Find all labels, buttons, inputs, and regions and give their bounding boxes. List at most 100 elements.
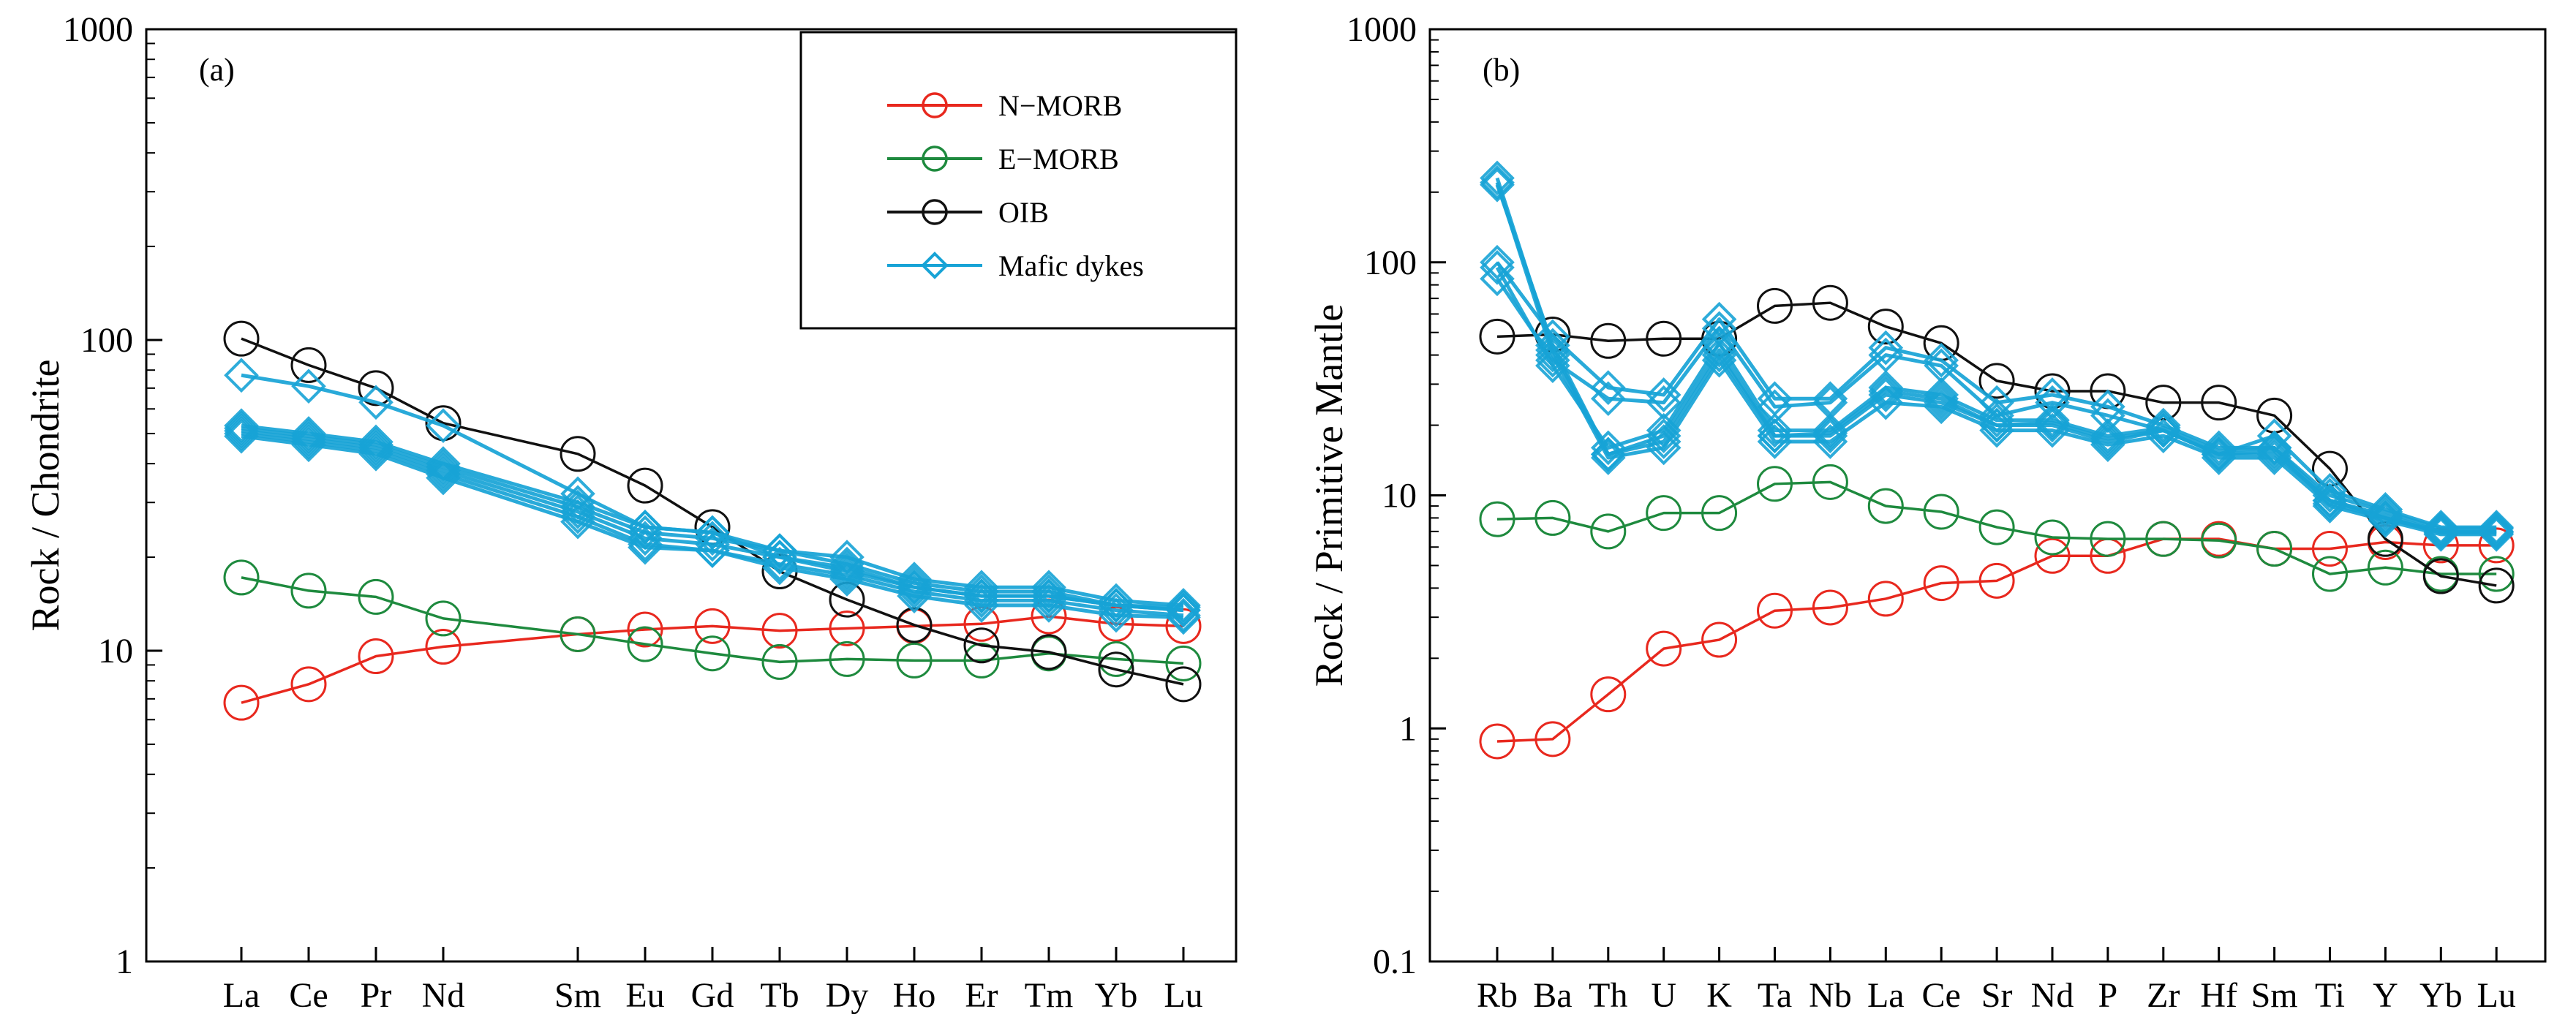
series-line-mafic-dyke-6 (1495, 184, 2497, 535)
data-point-mafic-dyke-6-la (224, 418, 259, 454)
data-point-e-morb-th (1590, 513, 1627, 550)
data-point-mafic-dyke-5-p (2090, 418, 2125, 453)
y-tick-label: 1 (116, 942, 133, 981)
series-line-n-morb (1496, 537, 2497, 743)
data-point-e-morb-u (1646, 495, 1682, 532)
x-tick-label-tb: Tb (760, 976, 799, 1015)
x-tick-label-sm: Sm (2251, 976, 2298, 1015)
data-point-oib-yb (2422, 558, 2459, 594)
data-point-mafic-dyke-4-u (1646, 385, 1681, 420)
legend-marker-circle (922, 145, 948, 172)
data-point-e-morb-y (2367, 549, 2403, 586)
data-point-mafic-dyke-5-gd (695, 526, 730, 562)
data-point-mafic-dyke-6-k (1701, 333, 1737, 368)
data-point-e-morb-lu (2478, 556, 2515, 592)
data-point-mafic-dyke-5-dy (829, 550, 865, 586)
data-point-mafic-dyke-5-y (2368, 498, 2403, 533)
data-point-mafic-dyke-3-rb (1480, 244, 1515, 280)
x-tick-label-nb: Nb (1809, 976, 1852, 1015)
data-point-e-morb-rb (1479, 501, 1515, 537)
data-point-oib-tm (1031, 634, 1067, 670)
data-point-e-morb-la (1867, 488, 1904, 524)
data-point-e-morb-er (963, 642, 1000, 679)
series-mafic-dyke-6 (1480, 167, 2515, 551)
x-tick-label-er: Er (965, 976, 998, 1015)
x-tick-label-u: U (1651, 976, 1676, 1015)
data-point-mafic-dyke-1-rb (1480, 160, 1515, 196)
data-point-mafic-dyke-6-eu (628, 529, 663, 565)
data-point-mafic-dyke-6-gd (695, 533, 730, 568)
data-point-mafic-dyke-4-ti (2312, 472, 2348, 508)
x-tick-label-ce: Ce (289, 976, 328, 1015)
data-point-mafic-dyke-3-zr (2145, 407, 2181, 443)
data-point-mafic-dyke-4-yb (2423, 510, 2459, 545)
data-point-mafic-dyke-6-ba (1535, 328, 1570, 363)
data-point-mafic-dyke-6-er (964, 588, 999, 623)
y-tick-label: 100 (1364, 243, 1417, 282)
data-point-mafic-dyke-6-lu (2479, 515, 2515, 551)
data-point-e-morb-nb (1812, 464, 1848, 500)
data-point-n-morb-nd (2034, 537, 2071, 574)
data-point-mafic-dyke-5-la (1868, 370, 1904, 405)
data-point-n-morb-rb (1479, 723, 1515, 760)
data-point-e-morb-k (1701, 495, 1738, 532)
data-point-mafic-dyke-5-ta (1757, 412, 1793, 448)
data-point-n-morb-th (1590, 676, 1627, 713)
data-point-mafic-dyke-5-hf (2201, 434, 2237, 469)
data-point-e-morb-la (223, 559, 260, 596)
data-point-mafic-dyke-5-tb (762, 540, 797, 575)
data-point-mafic-dyke-6-sm (2256, 434, 2292, 469)
x-tick-label-dy: Dy (826, 976, 869, 1015)
data-point-mafic-dyke-5-nd (2035, 402, 2070, 438)
data-point-n-morb-nb (1812, 589, 1848, 626)
data-point-mafic-dyke-5-pr (358, 430, 393, 466)
x-tick-label-hf: Hf (2200, 976, 2237, 1015)
panel-label: (a) (199, 52, 235, 88)
y-tick-label: 10 (1382, 477, 1417, 515)
x-tick-label-sm: Sm (554, 976, 601, 1015)
data-point-e-morb-ce (1923, 494, 1959, 530)
x-tick-label-pr: Pr (361, 976, 392, 1015)
data-point-mafic-dyke-5-nd (426, 453, 461, 488)
x-tick-label-yb: Yb (2419, 976, 2463, 1015)
data-point-mafic-dyke-6-sm (560, 504, 595, 540)
x-tick-label-gd: Gd (691, 976, 734, 1015)
data-point-e-morb-yb (1098, 640, 1134, 677)
x-tick-label-ti: Ti (2315, 976, 2345, 1015)
data-point-mafic-dyke-6-ti (2312, 486, 2348, 521)
data-point-e-morb-zr (2145, 521, 2182, 557)
x-tick-label-sr: Sr (1981, 976, 2013, 1015)
data-point-mafic-dyke-6-tm (1031, 588, 1066, 623)
x-tick-label-yb: Yb (1095, 976, 1138, 1015)
data-point-mafic-dyke-2-la (224, 410, 259, 446)
data-point-oib-ce (290, 347, 327, 383)
data-point-e-morb-dy (829, 640, 865, 677)
data-point-mafic-dyke-6-zr (2145, 412, 2181, 448)
data-point-mafic-dyke-4-ce (291, 416, 326, 451)
data-point-mafic-dyke-6-lu (1166, 600, 1201, 635)
data-point-mafic-dyke-6-p (2090, 421, 2125, 456)
data-point-n-morb-ce (290, 666, 327, 703)
data-point-mafic-dyke-5-rb (1480, 250, 1515, 285)
series-mafic-dyke-5 (1480, 250, 2515, 549)
data-point-mafic-dyke-6-ce (291, 427, 326, 463)
data-point-n-morb-ta (1757, 592, 1793, 629)
data-point-oib-la (223, 320, 260, 357)
y-tick-label: 1000 (63, 10, 133, 49)
data-point-mafic-dyke-4-sr (1979, 398, 2014, 434)
data-point-mafic-dyke-5-lu (1166, 589, 1201, 625)
y-axis-title: Rock / Chondrite (23, 360, 67, 632)
data-point-mafic-dyke-3-hf (2201, 430, 2237, 466)
x-tick-label-y: Y (2373, 976, 2398, 1015)
data-point-mafic-dyke-6-nb (1812, 415, 1848, 451)
x-tick-label-lu: Lu (1164, 976, 1202, 1015)
data-point-mafic-dyke-6-yb (2423, 515, 2459, 551)
data-point-e-morb-hf (2201, 522, 2237, 559)
data-point-mafic-dyke-6-y (2368, 500, 2403, 536)
series-e-morb (1479, 464, 2515, 592)
data-point-mafic-dyke-5-la (224, 413, 259, 449)
data-point-mafic-dyke-5-sm (2256, 430, 2292, 466)
data-point-e-morb-ce (290, 572, 327, 609)
data-point-mafic-dyke-6-la (1868, 374, 1904, 409)
legend-label: Mafic dykes (998, 249, 1144, 282)
